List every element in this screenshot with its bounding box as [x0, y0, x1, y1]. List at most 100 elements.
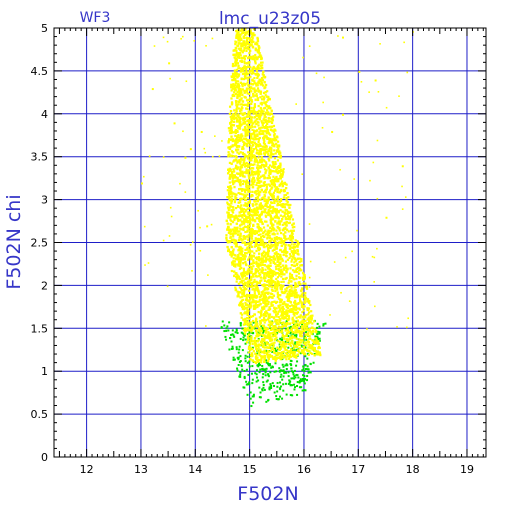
data-point: [231, 145, 234, 148]
data-point: [230, 119, 233, 122]
data-point: [294, 284, 297, 287]
data-point: [261, 324, 265, 327]
data-point: [261, 222, 264, 225]
data-point: [238, 267, 242, 271]
data-point: [304, 336, 307, 339]
data-point: [309, 362, 312, 365]
data-point: [304, 363, 307, 366]
data-point: [250, 156, 253, 159]
data-point: [292, 254, 295, 257]
data-point: [264, 371, 267, 374]
data-point: [241, 170, 244, 173]
data-point: [269, 189, 272, 192]
data-point: [293, 383, 296, 386]
data-point: [279, 214, 282, 217]
data-point: [301, 323, 304, 326]
data-point: [242, 35, 245, 38]
data-point: [271, 226, 275, 229]
data-point: [247, 76, 250, 79]
data-point: [287, 281, 290, 285]
data-point: [283, 211, 286, 214]
data-point: [248, 322, 251, 325]
data-point: [277, 166, 280, 169]
data-point: [251, 346, 254, 349]
data-point: [253, 290, 256, 293]
data-point: [308, 300, 311, 303]
data-point: [237, 292, 240, 295]
data-point: [259, 327, 262, 330]
data-point: [305, 344, 308, 347]
data-point: [256, 281, 259, 284]
data-point: [236, 263, 239, 266]
data-point: [257, 263, 260, 266]
data-point: [239, 371, 242, 374]
data-point: [273, 306, 276, 309]
data-point: [242, 162, 245, 166]
data-point: [268, 270, 271, 273]
data-point: [289, 255, 292, 258]
data-point: [295, 331, 298, 334]
data-point: [302, 367, 305, 370]
data-point: [276, 276, 280, 279]
data-point: [239, 81, 243, 84]
data-point: [262, 285, 265, 288]
data-point: [243, 141, 246, 145]
data-point: [306, 352, 309, 355]
data-point: [230, 75, 233, 78]
data-point: [307, 340, 311, 344]
data-point: [264, 102, 267, 105]
data-point: [295, 308, 298, 311]
data-point: [232, 252, 235, 255]
data-point: [273, 284, 276, 287]
data-point: [251, 395, 254, 398]
data-point: [263, 209, 266, 212]
data-point: [254, 209, 257, 212]
data-point: [234, 64, 237, 67]
data-point: [232, 260, 235, 263]
data-point: [264, 374, 267, 377]
data-point: [234, 79, 237, 82]
data-point: [258, 243, 262, 246]
data-point: [303, 374, 306, 377]
data-point: [246, 355, 249, 358]
data-point: [280, 287, 283, 290]
data-point: [261, 389, 264, 392]
data-point: [220, 326, 223, 329]
data-point: [263, 275, 266, 278]
data-point: [293, 256, 296, 260]
data-point: [257, 362, 260, 365]
data-point: [256, 214, 259, 217]
data-point: [241, 250, 244, 253]
data-point: [314, 335, 317, 338]
data-point: [253, 141, 256, 144]
data-point: [267, 360, 270, 363]
data-point: [233, 64, 236, 67]
data-point: [266, 224, 269, 227]
data-point: [244, 120, 247, 123]
data-point: [274, 349, 277, 352]
data-point: [261, 338, 264, 341]
data-point: [257, 292, 261, 296]
data-point: [260, 261, 263, 264]
data-point: [269, 371, 272, 374]
data-point: [237, 124, 241, 127]
data-point: [284, 322, 287, 326]
data-point: [241, 188, 244, 191]
data-point: [275, 139, 278, 142]
data-point: [250, 86, 253, 89]
data-point: [232, 334, 235, 337]
data-point: [236, 356, 239, 359]
data-point: [254, 220, 257, 223]
data-point: [258, 113, 261, 116]
data-point: [304, 331, 307, 334]
data-point: [248, 331, 251, 334]
data-point: [247, 345, 251, 348]
data-point: [242, 269, 246, 272]
data-point: [301, 389, 304, 392]
data-point: [239, 296, 242, 299]
data-point: [239, 165, 242, 168]
data-point: [289, 280, 293, 283]
data-point: [291, 342, 294, 345]
data-point: [236, 160, 239, 163]
data-point: [281, 326, 284, 329]
